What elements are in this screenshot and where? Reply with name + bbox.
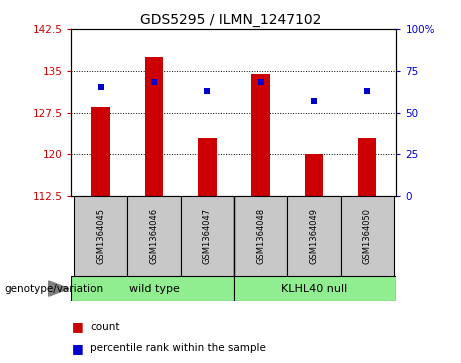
Bar xyxy=(251,74,270,196)
Bar xyxy=(234,196,287,276)
Bar xyxy=(181,196,234,276)
Bar xyxy=(305,154,323,196)
Bar xyxy=(74,196,127,276)
Point xyxy=(97,85,105,90)
Polygon shape xyxy=(49,281,69,296)
Text: wild type: wild type xyxy=(129,284,179,294)
Point xyxy=(257,79,264,85)
Bar xyxy=(127,196,181,276)
Bar xyxy=(358,138,377,196)
Bar xyxy=(341,196,394,276)
Point xyxy=(310,98,318,104)
Point xyxy=(204,88,211,94)
Bar xyxy=(234,276,396,301)
Text: percentile rank within the sample: percentile rank within the sample xyxy=(90,343,266,354)
Point xyxy=(150,79,158,85)
Text: count: count xyxy=(90,322,119,332)
Text: GDS5295 / ILMN_1247102: GDS5295 / ILMN_1247102 xyxy=(140,13,321,27)
Bar xyxy=(287,196,341,276)
Text: ■: ■ xyxy=(71,320,83,333)
Text: genotype/variation: genotype/variation xyxy=(5,284,104,294)
Bar xyxy=(198,138,217,196)
Bar xyxy=(145,57,163,196)
Text: GSM1364050: GSM1364050 xyxy=(363,208,372,264)
Text: GSM1364049: GSM1364049 xyxy=(309,208,319,264)
Text: GSM1364047: GSM1364047 xyxy=(203,208,212,264)
Point xyxy=(363,88,371,94)
Text: ■: ■ xyxy=(71,342,83,355)
Text: GSM1364045: GSM1364045 xyxy=(96,208,105,264)
Bar xyxy=(71,276,234,301)
Text: KLHL40 null: KLHL40 null xyxy=(281,284,347,294)
Text: GSM1364046: GSM1364046 xyxy=(149,208,159,264)
Bar xyxy=(91,107,110,196)
Text: GSM1364048: GSM1364048 xyxy=(256,208,265,264)
